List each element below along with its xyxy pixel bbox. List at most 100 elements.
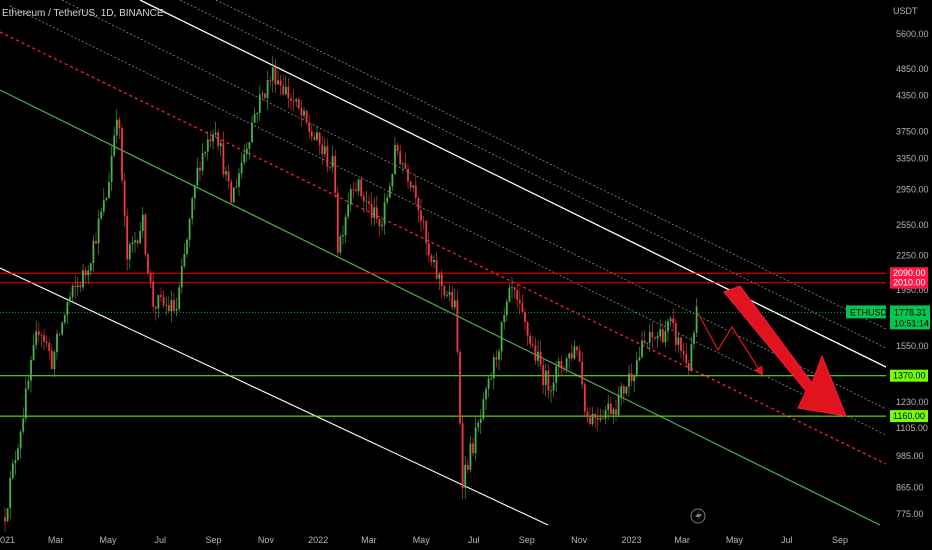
candle-body	[388, 186, 391, 198]
y-tick-label: 865.00	[896, 482, 924, 492]
candle-body	[256, 113, 259, 114]
candle-body	[53, 352, 56, 369]
candle-body	[214, 132, 217, 135]
candle-body	[524, 312, 526, 322]
candle-body	[682, 350, 685, 354]
candle-body	[58, 333, 61, 335]
candle-body	[563, 368, 565, 370]
candle-body	[157, 295, 160, 309]
candle-body	[469, 443, 472, 470]
candle-body	[308, 122, 311, 132]
candle-body	[245, 148, 248, 154]
parallel-channel-line-2	[179, 0, 889, 350]
candle-body	[602, 417, 604, 419]
candle-body	[417, 198, 420, 211]
candle-body	[321, 144, 324, 154]
candle-body	[30, 360, 32, 381]
candle-body	[183, 254, 186, 267]
candle-body	[336, 192, 339, 253]
candle-body	[50, 350, 53, 369]
candle-body	[43, 335, 45, 342]
y-tick-label: 2250.00	[896, 250, 929, 260]
candle-body	[368, 201, 370, 204]
candle-body	[217, 132, 220, 146]
candle-body	[238, 173, 240, 187]
x-tick-label: Mar	[48, 535, 64, 545]
lower-channel-line	[0, 267, 549, 526]
candle-body	[674, 323, 677, 345]
candle-body	[472, 443, 474, 454]
red-dashed-midline	[0, 31, 889, 466]
candle-body	[659, 329, 662, 337]
candle-body	[654, 337, 656, 339]
candle-body	[186, 239, 188, 254]
candle-body	[464, 465, 467, 488]
candle-body	[539, 351, 542, 366]
x-tick-label: Jul	[468, 535, 480, 545]
candle-body	[253, 114, 256, 123]
candle-body	[188, 218, 191, 240]
candle-body	[300, 108, 303, 116]
candle-body	[420, 210, 422, 222]
candle-body	[669, 318, 672, 322]
candle-body	[105, 198, 108, 201]
lightning-icon[interactable]	[690, 508, 706, 524]
candle-body	[609, 403, 612, 415]
candle-body	[134, 240, 136, 243]
candle-body	[667, 321, 669, 332]
candle-body	[365, 201, 368, 203]
candle-body	[581, 361, 584, 385]
candle-body	[162, 296, 165, 306]
candle-body	[193, 185, 196, 199]
candle-body	[71, 285, 74, 297]
time-scale[interactable]: 2021 Mar May Jul Sep Nov 2022 Mar May Jul Sep Nov 20…	[0, 532, 932, 550]
candle-body	[550, 390, 552, 392]
candle-body	[27, 380, 30, 389]
candle-body	[357, 179, 360, 192]
candle-body	[82, 270, 84, 288]
candle-body	[22, 418, 25, 432]
candle-body	[492, 357, 495, 379]
candle-body	[604, 409, 607, 419]
candle-body	[516, 289, 519, 300]
candle-body	[547, 370, 550, 391]
candle-body	[440, 274, 443, 286]
candle-body	[448, 291, 451, 296]
candle-body	[511, 287, 513, 288]
candle-body	[409, 181, 412, 188]
candle-body	[628, 373, 630, 387]
candle-body	[570, 353, 573, 359]
candle-body	[66, 302, 69, 316]
candle-body	[589, 417, 591, 424]
candle-body	[542, 365, 545, 385]
candle-body	[435, 260, 438, 279]
candle-body	[9, 478, 12, 509]
candle-body	[35, 331, 38, 345]
candle-body	[11, 463, 14, 478]
candle-body	[612, 409, 615, 415]
candle-body	[693, 332, 695, 345]
x-tick-label: May	[726, 535, 744, 545]
candle-body	[126, 216, 129, 260]
candle-body	[206, 139, 209, 152]
candle-body	[349, 189, 352, 205]
y-tick-label: 1550.00	[896, 341, 929, 351]
candle-body	[641, 340, 643, 358]
candle-body	[422, 221, 425, 222]
candle-body	[108, 182, 110, 199]
candle-body	[508, 287, 511, 302]
candle-body	[643, 340, 646, 344]
candle-body	[97, 218, 100, 244]
candle-body	[209, 139, 212, 142]
candle-body	[544, 370, 547, 385]
candle-body	[617, 396, 620, 415]
candle-body	[297, 99, 300, 109]
y-tick-label: 775.00	[896, 509, 924, 519]
candle-body	[84, 270, 87, 276]
candle-body	[225, 171, 227, 175]
big-down-arrow	[723, 285, 847, 417]
level-badge-1370: 1370.00	[893, 371, 926, 381]
candle-body	[568, 353, 571, 359]
candle-body	[40, 334, 43, 336]
